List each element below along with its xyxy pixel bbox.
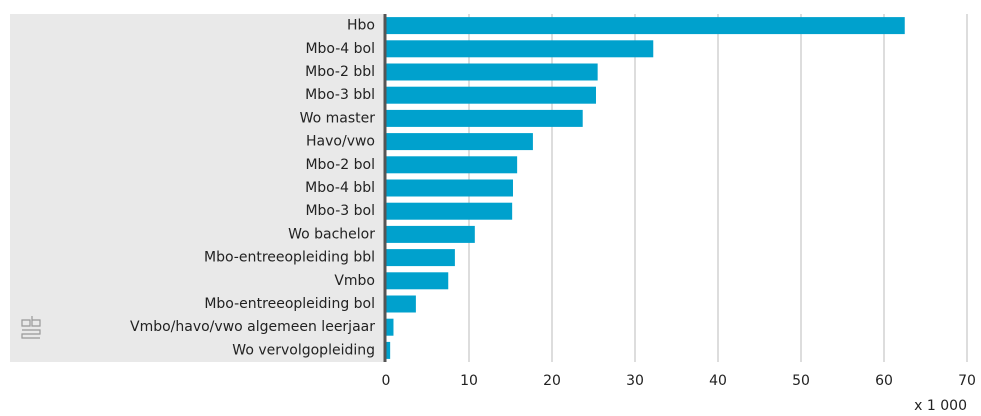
y-tick-label: Mbo-3 bbl [305, 87, 375, 103]
bar [386, 318, 394, 336]
x-tick-label: 40 [709, 373, 727, 389]
x-tick-label: 10 [460, 373, 478, 389]
x-tick-label: 0 [382, 373, 391, 389]
y-tick-label: Hbo [347, 18, 375, 34]
x-tick-label: 70 [958, 373, 976, 389]
y-tick-label: Mbo-entreeopleiding bol [204, 296, 375, 312]
y-tick-label: Vmbo [334, 273, 375, 289]
y-tick-label: Mbo-2 bbl [305, 64, 375, 80]
bar [386, 249, 455, 267]
bar [386, 109, 583, 127]
y-tick-label: Havo/vwo [306, 134, 375, 150]
y-tick-label: Mbo-2 bol [305, 157, 375, 173]
x-tick-label: 60 [875, 373, 893, 389]
logo [21, 316, 41, 339]
bar [386, 63, 598, 81]
bar [386, 272, 449, 290]
bar [386, 17, 905, 35]
bar [386, 202, 513, 220]
y-tick-label: Mbo-4 bol [305, 41, 375, 57]
bar [386, 40, 654, 58]
x-tick-label: 50 [792, 373, 810, 389]
y-tick-label: Vmbo/havo/vwo algemeen leerjaar [130, 319, 375, 335]
x-tick-label: 20 [543, 373, 561, 389]
bar [386, 341, 391, 359]
y-tick-label: Mbo-entreeopleiding bbl [204, 250, 375, 266]
y-tick-label: Mbo-4 bbl [305, 180, 375, 196]
y-tick-label: Wo vervolgopleiding [232, 342, 375, 358]
y-tick-label: Mbo-3 bol [305, 203, 375, 219]
bar [386, 179, 513, 197]
bar [386, 156, 518, 174]
label-background [10, 14, 384, 362]
bar [386, 86, 596, 104]
y-tick-label: Wo master [300, 110, 376, 126]
x-axis-label: x 1 000 [914, 398, 967, 414]
bar [386, 133, 533, 151]
x-tick-label: 30 [626, 373, 644, 389]
bar [386, 295, 416, 313]
bar [386, 225, 475, 243]
y-tick-label: Wo bachelor [288, 226, 375, 242]
